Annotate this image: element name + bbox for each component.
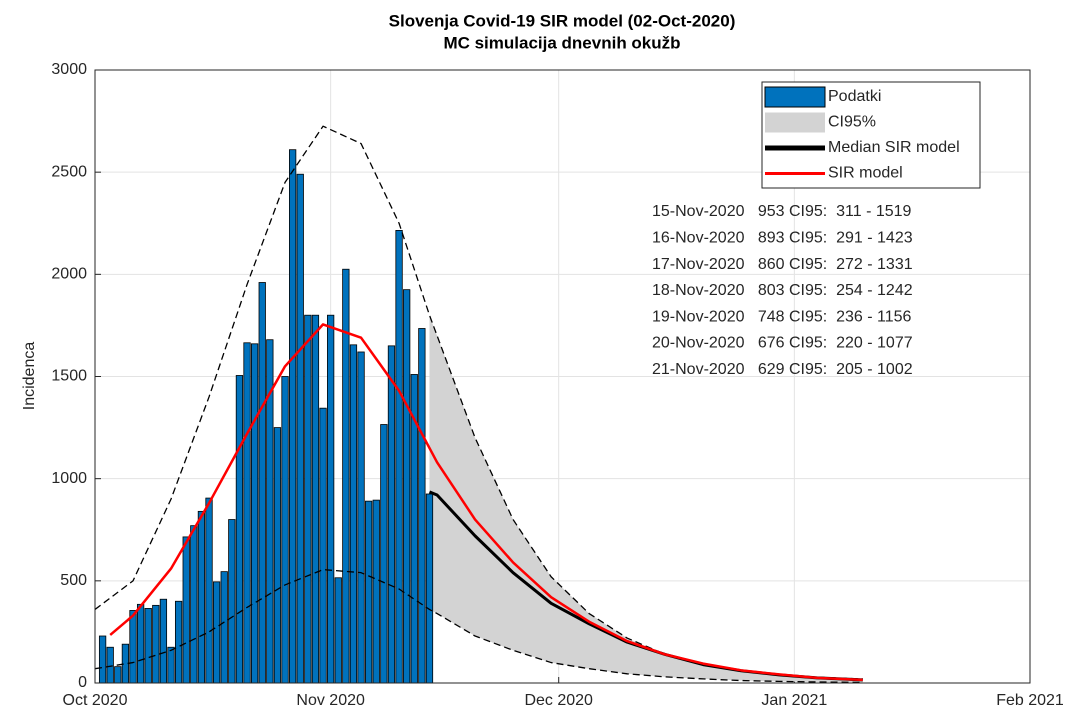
legend-label: SIR model (828, 165, 903, 182)
bar (190, 525, 198, 684)
annotation: 17-Nov-2020 860 CI95: 272 - 1331 (652, 256, 913, 273)
annotation: 21-Nov-2020 629 CI95: 205 - 1002 (652, 361, 913, 378)
bar (304, 314, 312, 684)
legend-label: Median SIR model (828, 139, 960, 156)
bar (114, 666, 122, 684)
annotation: 19-Nov-2020 748 CI95: 236 - 1156 (652, 308, 912, 325)
axes-box (94, 69, 1031, 684)
y-axis-label: Incidenca (21, 342, 38, 411)
bar (380, 424, 388, 684)
bar (273, 427, 282, 684)
x-tick-label: Feb 2021 (996, 692, 1064, 709)
bar (319, 407, 327, 684)
bar (129, 610, 137, 684)
x-tick-label: Oct 2020 (63, 692, 128, 709)
bar (281, 376, 289, 684)
bar (205, 497, 213, 684)
bar (327, 314, 335, 684)
legend-label: CI95% (828, 114, 876, 131)
bar (197, 510, 206, 684)
x-tick-label: Dec 2020 (524, 692, 593, 709)
y-tick-label: 2000 (51, 266, 87, 283)
bar (403, 289, 411, 684)
model-line (109, 323, 863, 682)
y-tick-label: 2500 (51, 163, 87, 180)
bar (334, 577, 342, 684)
bar (136, 603, 145, 684)
annotation: 20-Nov-2020 676 CI95: 220 - 1077 (652, 335, 913, 352)
annotation: 16-Nov-2020 893 CI95: 291 - 1423 (652, 230, 913, 247)
ci-bound-line (94, 568, 863, 684)
y-tick-label: 1500 (51, 368, 87, 385)
bar (372, 499, 380, 684)
bar (289, 149, 297, 684)
bar (395, 230, 403, 684)
bar (98, 635, 107, 684)
bar (228, 519, 236, 684)
bar (182, 536, 190, 684)
bar (212, 581, 221, 684)
ci-band (429, 315, 863, 683)
bar (365, 500, 373, 684)
bar (106, 646, 114, 684)
bar (387, 345, 396, 684)
bar (349, 344, 358, 684)
bar (296, 173, 304, 684)
bar (167, 646, 175, 684)
y-tick-label: 0 (78, 674, 87, 691)
bar (235, 375, 244, 684)
bar (357, 351, 365, 684)
legend-swatch (765, 112, 825, 133)
y-tick-label: 1000 (51, 470, 87, 487)
bar (220, 571, 228, 684)
x-tick-label: Nov 2020 (296, 692, 365, 709)
bar (144, 608, 152, 684)
bar (418, 328, 426, 684)
bar (159, 598, 168, 684)
bar (243, 342, 251, 684)
bar (152, 604, 160, 684)
bar (174, 600, 183, 684)
bar (311, 314, 320, 684)
bar (251, 343, 259, 684)
annotation: 18-Nov-2020 803 CI95: 254 - 1242 (652, 282, 913, 299)
chart-subtitle: MC simulacija dnevnih okužb (443, 33, 680, 52)
legend-swatch (764, 86, 826, 108)
y-tick-label: 3000 (51, 61, 87, 78)
bar (258, 282, 266, 684)
x-tick-label: Jan 2021 (761, 692, 827, 709)
annotation: 15-Nov-2020 953 CI95: 311 - 1519 (652, 203, 912, 220)
legend-label: Podatki (828, 88, 881, 105)
chart-title: Slovenja Covid-19 SIR model (02-Oct-2020… (389, 11, 736, 30)
y-tick-label: 500 (60, 572, 87, 589)
bar (425, 493, 434, 684)
